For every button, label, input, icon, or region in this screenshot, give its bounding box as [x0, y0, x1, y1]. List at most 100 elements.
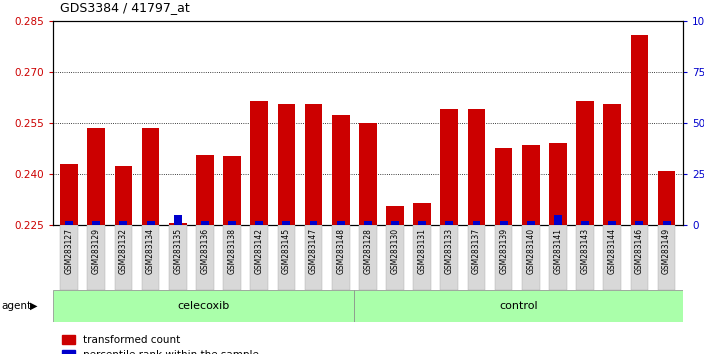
Text: GSM283146: GSM283146 — [635, 228, 644, 274]
Text: GSM283130: GSM283130 — [391, 228, 399, 274]
Text: GSM283128: GSM283128 — [363, 228, 372, 274]
Text: GSM283135: GSM283135 — [173, 228, 182, 274]
FancyBboxPatch shape — [441, 225, 458, 290]
Text: GSM283133: GSM283133 — [445, 228, 454, 274]
Bar — [554, 215, 562, 225]
Text: GSM283147: GSM283147 — [309, 228, 318, 274]
Bar — [467, 109, 485, 225]
Text: GSM283127: GSM283127 — [65, 228, 74, 274]
FancyBboxPatch shape — [223, 225, 241, 290]
Bar — [359, 123, 377, 225]
Bar — [386, 206, 404, 225]
Bar — [500, 221, 508, 225]
Bar — [277, 104, 295, 225]
FancyBboxPatch shape — [354, 290, 683, 322]
Bar — [364, 221, 372, 225]
FancyBboxPatch shape — [305, 225, 322, 290]
Bar — [228, 221, 236, 225]
Bar — [603, 104, 621, 225]
FancyBboxPatch shape — [522, 225, 540, 290]
Bar — [142, 128, 159, 225]
Text: GSM283131: GSM283131 — [417, 228, 427, 274]
Bar — [282, 221, 290, 225]
Bar — [115, 166, 132, 225]
Bar — [92, 221, 100, 225]
FancyBboxPatch shape — [413, 225, 431, 290]
Text: GSM283143: GSM283143 — [581, 228, 590, 274]
Text: GSM283149: GSM283149 — [662, 228, 671, 274]
Text: GSM283136: GSM283136 — [201, 228, 209, 274]
Bar — [196, 155, 214, 225]
FancyBboxPatch shape — [196, 225, 214, 290]
Bar — [522, 145, 540, 225]
Bar — [310, 221, 318, 225]
Bar — [577, 101, 594, 225]
Text: GSM283141: GSM283141 — [553, 228, 562, 274]
FancyBboxPatch shape — [251, 225, 268, 290]
FancyBboxPatch shape — [332, 225, 349, 290]
Bar — [223, 156, 241, 225]
Bar — [337, 221, 345, 225]
Bar — [146, 221, 155, 225]
Text: GSM283145: GSM283145 — [282, 228, 291, 274]
Text: agent: agent — [1, 301, 32, 311]
Text: GSM283129: GSM283129 — [92, 228, 101, 274]
FancyBboxPatch shape — [631, 225, 648, 290]
Text: control: control — [499, 301, 538, 311]
FancyBboxPatch shape — [115, 225, 132, 290]
FancyBboxPatch shape — [53, 290, 354, 322]
FancyBboxPatch shape — [603, 225, 621, 290]
Bar — [495, 148, 513, 225]
Bar — [549, 143, 567, 225]
Text: ▶: ▶ — [30, 301, 37, 311]
FancyBboxPatch shape — [277, 225, 295, 290]
Text: celecoxib: celecoxib — [177, 301, 230, 311]
FancyBboxPatch shape — [169, 225, 187, 290]
Text: GSM283148: GSM283148 — [337, 228, 345, 274]
Legend: transformed count, percentile rank within the sample: transformed count, percentile rank withi… — [58, 331, 263, 354]
Bar — [631, 35, 648, 225]
Bar — [256, 221, 263, 225]
Bar — [441, 109, 458, 225]
FancyBboxPatch shape — [658, 225, 675, 290]
Text: GSM283144: GSM283144 — [608, 228, 617, 274]
Bar — [174, 215, 182, 225]
Text: GSM283140: GSM283140 — [527, 228, 535, 274]
Bar — [446, 221, 453, 225]
FancyBboxPatch shape — [359, 225, 377, 290]
Text: GSM283142: GSM283142 — [255, 228, 264, 274]
FancyBboxPatch shape — [87, 225, 105, 290]
Bar — [332, 115, 349, 225]
FancyBboxPatch shape — [386, 225, 404, 290]
Bar — [658, 171, 675, 225]
Text: GSM283132: GSM283132 — [119, 228, 128, 274]
Bar — [413, 203, 431, 225]
Bar — [169, 223, 187, 225]
Bar — [662, 221, 670, 225]
Bar — [391, 221, 399, 225]
Bar — [65, 221, 73, 225]
Bar — [201, 221, 209, 225]
Text: GSM283134: GSM283134 — [146, 228, 155, 274]
Bar — [608, 221, 616, 225]
Bar — [305, 104, 322, 225]
FancyBboxPatch shape — [495, 225, 513, 290]
Text: GSM283139: GSM283139 — [499, 228, 508, 274]
Bar — [636, 221, 643, 225]
FancyBboxPatch shape — [467, 225, 485, 290]
Bar — [581, 221, 589, 225]
Bar — [61, 164, 78, 225]
FancyBboxPatch shape — [549, 225, 567, 290]
Bar — [87, 128, 105, 225]
FancyBboxPatch shape — [61, 225, 78, 290]
Text: GSM283138: GSM283138 — [227, 228, 237, 274]
Bar — [418, 221, 426, 225]
FancyBboxPatch shape — [577, 225, 594, 290]
Bar — [120, 221, 127, 225]
Bar — [251, 101, 268, 225]
Bar — [527, 221, 535, 225]
Text: GDS3384 / 41797_at: GDS3384 / 41797_at — [60, 1, 189, 14]
FancyBboxPatch shape — [142, 225, 159, 290]
Text: GSM283137: GSM283137 — [472, 228, 481, 274]
Bar — [472, 221, 480, 225]
